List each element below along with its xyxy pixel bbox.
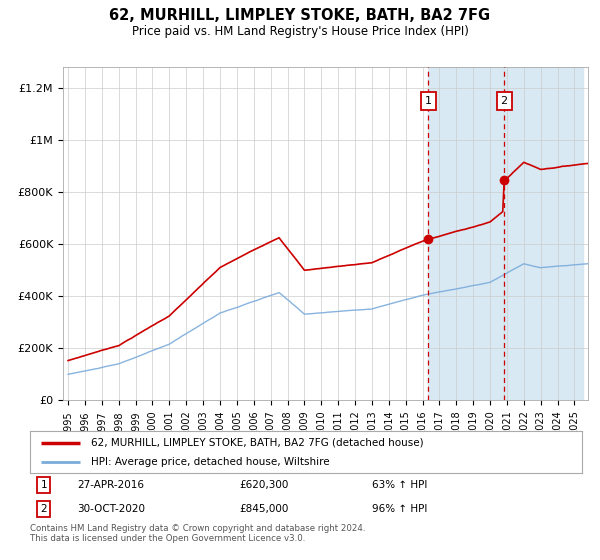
Text: 2: 2: [40, 504, 47, 514]
Text: 30-OCT-2020: 30-OCT-2020: [77, 504, 145, 514]
Text: HPI: Average price, detached house, Wiltshire: HPI: Average price, detached house, Wilt…: [91, 457, 329, 467]
Text: 27-APR-2016: 27-APR-2016: [77, 480, 144, 490]
Text: 1: 1: [40, 480, 47, 490]
Text: £620,300: £620,300: [240, 480, 289, 490]
Text: 96% ↑ HPI: 96% ↑ HPI: [372, 504, 428, 514]
Bar: [504, 67, 583, 400]
Bar: [428, 67, 504, 400]
Text: 62, MURHILL, LIMPLEY STOKE, BATH, BA2 7FG (detached house): 62, MURHILL, LIMPLEY STOKE, BATH, BA2 7F…: [91, 437, 424, 447]
Text: Price paid vs. HM Land Registry's House Price Index (HPI): Price paid vs. HM Land Registry's House …: [131, 25, 469, 38]
Text: 62, MURHILL, LIMPLEY STOKE, BATH, BA2 7FG: 62, MURHILL, LIMPLEY STOKE, BATH, BA2 7F…: [109, 8, 491, 24]
Text: 2: 2: [500, 96, 508, 106]
Text: £845,000: £845,000: [240, 504, 289, 514]
Text: Contains HM Land Registry data © Crown copyright and database right 2024.
This d: Contains HM Land Registry data © Crown c…: [30, 524, 365, 543]
Text: 63% ↑ HPI: 63% ↑ HPI: [372, 480, 428, 490]
Text: 1: 1: [425, 96, 431, 106]
